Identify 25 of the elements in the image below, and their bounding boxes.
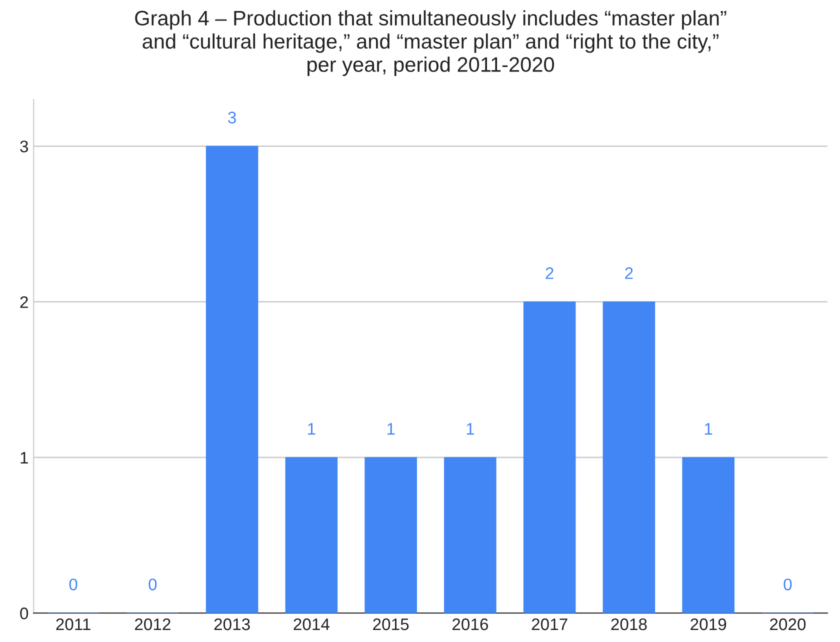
data-label: 1 bbox=[704, 423, 712, 435]
x-tick-label: 2015 bbox=[373, 618, 409, 630]
x-tick-label: 2012 bbox=[134, 618, 170, 630]
chart-title: Graph 4 – Production that simultaneously includes “master plan” and “cultural heritage,” and “master plan” and “right to the city,” per year, period 2011-2020 bbox=[135, 10, 726, 76]
y-tick-label: 3 bbox=[20, 140, 28, 152]
y-tick-label: 2 bbox=[20, 296, 28, 308]
y-tick-label: 1 bbox=[20, 452, 28, 464]
x-tick-label: 2017 bbox=[532, 618, 568, 630]
x-tick-label: 2014 bbox=[294, 618, 330, 630]
x-tick-label: 2018 bbox=[611, 618, 647, 630]
data-label: 3 bbox=[228, 112, 236, 124]
data-label: 1 bbox=[308, 423, 316, 435]
data-label: 0 bbox=[148, 578, 157, 590]
x-tick-label: 2013 bbox=[214, 618, 250, 630]
data-label: 0 bbox=[69, 578, 78, 590]
data-label: 1 bbox=[466, 423, 474, 435]
x-tick-label: 2019 bbox=[690, 618, 726, 630]
data-label: 1 bbox=[387, 423, 395, 435]
data-label: 2 bbox=[546, 267, 554, 279]
data-label: 0 bbox=[784, 578, 792, 590]
y-tick-label: 0 bbox=[20, 608, 28, 620]
x-tick-label: 2011 bbox=[56, 618, 90, 630]
x-tick-label: 2016 bbox=[452, 618, 488, 630]
x-tick-label: 2020 bbox=[770, 618, 806, 630]
data-label: 2 bbox=[625, 267, 633, 279]
